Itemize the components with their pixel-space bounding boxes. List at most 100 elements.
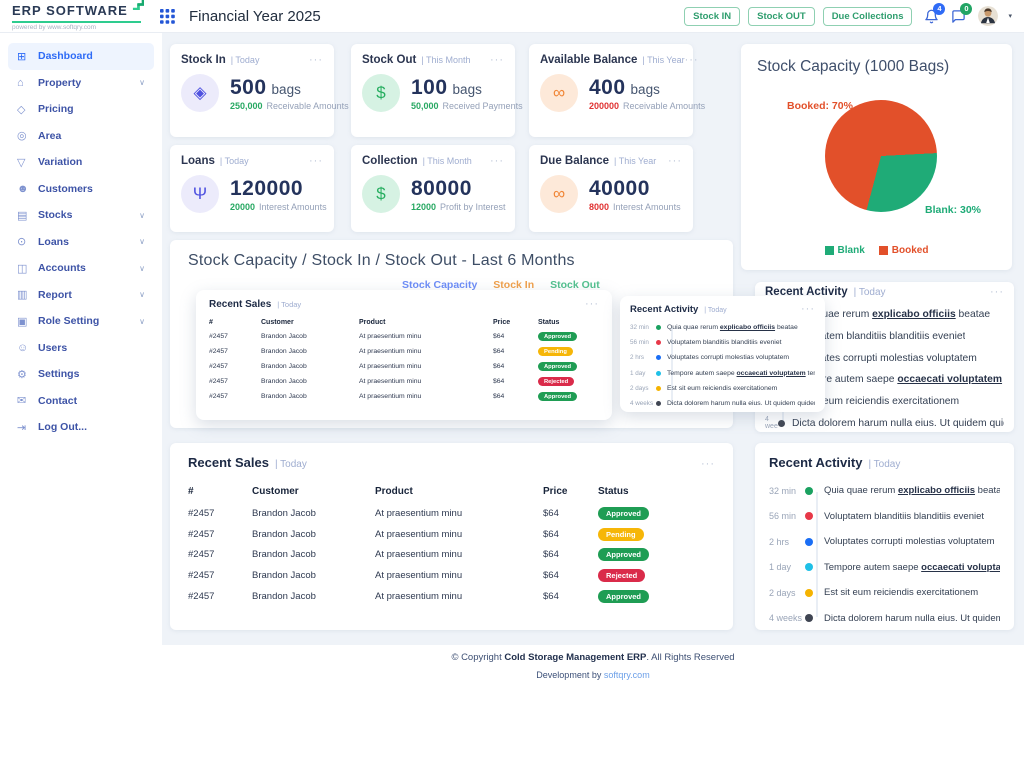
logo[interactable]: ERP SOFTWARE powered by www.softqry.com bbox=[0, 0, 152, 31]
sidebar-item-settings[interactable]: ⚙ Settings bbox=[17, 368, 80, 381]
property-icon: ⌂ bbox=[17, 76, 24, 89]
legend-item-stock-capacity: Stock Capacity bbox=[402, 279, 478, 291]
notifications-bell[interactable]: 4 bbox=[924, 2, 946, 24]
stat-sub-label: Interest Amounts bbox=[613, 201, 681, 212]
sidebar-item-dashboard[interactable]: ⊞ Dashboard bbox=[8, 43, 154, 70]
sidebar-item-contact[interactable]: ✉ Contact bbox=[17, 394, 78, 408]
card-period: Today bbox=[868, 459, 901, 470]
page-title: Financial Year 2025 bbox=[189, 7, 321, 25]
card-title: Recent Activity bbox=[765, 286, 848, 298]
settings-icon: ⚙ bbox=[17, 368, 27, 381]
loans-icon: ⊙ bbox=[17, 236, 27, 249]
sidebar-item-logout[interactable]: ⇥ Log Out... bbox=[17, 421, 87, 434]
status-badge: Approved bbox=[538, 362, 578, 371]
logo-subtitle: powered by www.softqry.com bbox=[12, 23, 97, 31]
report-icon: ▥ bbox=[17, 289, 28, 302]
timeline-dot bbox=[656, 385, 661, 391]
chevron-down-icon: ▾ bbox=[1008, 13, 1012, 20]
topbar: ERP SOFTWARE powered by www.softqry.com … bbox=[0, 0, 1024, 33]
table-row: #2457 Brandon Jacob At praesentium minu $64… bbox=[209, 329, 599, 344]
card-menu-dots[interactable]: ··· bbox=[585, 298, 599, 310]
card-title: Due Balance bbox=[540, 155, 610, 167]
card-period: Today bbox=[704, 307, 727, 314]
sidebar-item-property[interactable]: ⌂ Property ∨ bbox=[17, 76, 145, 89]
card-period: Today bbox=[220, 156, 249, 166]
pie-callout-blank: Blank: 30% bbox=[925, 204, 982, 216]
sidebar-item-accounts[interactable]: ◫ Accounts ∨ bbox=[17, 262, 145, 275]
legend-swatch bbox=[824, 246, 834, 255]
sidebar-item-stocks[interactable]: ▤ Stocks ∨ bbox=[17, 209, 145, 222]
dashboard-icon: ⊞ bbox=[17, 50, 27, 63]
stock-in-button[interactable]: Stock IN bbox=[684, 6, 741, 26]
legend-item-stock-in: Stock In bbox=[493, 279, 535, 291]
timeline-dot bbox=[656, 355, 661, 361]
card-menu-dots[interactable]: ··· bbox=[990, 286, 1004, 298]
timeline-line bbox=[671, 328, 673, 404]
users-icon: ☺ bbox=[17, 341, 29, 354]
timeline-dot bbox=[805, 537, 813, 546]
table-row: #2457 Brandon Jacob At praesentium minu $64… bbox=[188, 565, 715, 586]
stat-unit: bags bbox=[630, 81, 660, 97]
development-line: Development by softqry.com bbox=[536, 670, 650, 680]
table-header: # Customer Product Price Status bbox=[188, 486, 629, 497]
card-title: Recent Activity bbox=[769, 455, 863, 470]
card-menu-dots[interactable]: ··· bbox=[490, 155, 504, 167]
activity-link[interactable]: occaecati voluptatem bbox=[736, 369, 806, 377]
activity-link[interactable]: explicabo officiis bbox=[719, 324, 776, 332]
stat-card-collection: Collection This Month ··· $ 80000 12000Pro… bbox=[351, 145, 515, 232]
softqry-link[interactable]: softqry.com bbox=[603, 670, 650, 680]
chart-section-title: Stock Capacity / Stock In / Stock Out - … bbox=[188, 252, 575, 269]
card-menu-dots[interactable]: ··· bbox=[668, 155, 682, 167]
sidebar-item-role-setting[interactable]: ▣ Role Setting ∨ bbox=[17, 315, 145, 328]
stock-out-button[interactable]: Stock OUT bbox=[748, 6, 815, 26]
stat-sub-value: 20000 bbox=[230, 201, 256, 212]
sidebar-item-customers[interactable]: ☻ Customers bbox=[17, 182, 93, 195]
table-header: # Customer Product Price Status bbox=[209, 319, 560, 326]
card-menu-dots[interactable]: ··· bbox=[684, 54, 699, 66]
status-badge: Approved bbox=[598, 506, 650, 520]
card-menu-dots[interactable]: ··· bbox=[490, 54, 504, 66]
messages-button[interactable]: 0 bbox=[951, 2, 973, 24]
sidebar-item-pricing[interactable]: ◇ Pricing bbox=[17, 103, 74, 116]
card-menu-dots[interactable]: ··· bbox=[309, 54, 323, 66]
sidebar-item-area[interactable]: ◎ Area bbox=[17, 129, 62, 143]
variation-icon: ▽ bbox=[17, 156, 26, 169]
stat-sub-value: 50,000 bbox=[411, 100, 439, 111]
logout-icon: ⇥ bbox=[17, 421, 27, 434]
sidebar-item-users[interactable]: ☺ Users bbox=[17, 341, 68, 354]
status-badge: Approved bbox=[598, 590, 650, 604]
card-menu-dots[interactable]: ··· bbox=[801, 303, 815, 315]
dollar-icon: $ bbox=[362, 74, 400, 112]
activity-link[interactable]: explicabo officiis bbox=[897, 485, 976, 497]
chevron-down-icon: ∨ bbox=[139, 290, 145, 300]
table-row: #2457 Brandon Jacob At praesentium minu $64… bbox=[188, 524, 715, 545]
recent-sales-card: Recent Sales Today ··· #CustomerProductPri… bbox=[170, 443, 733, 630]
sidebar-item-variation[interactable]: ▽ Variation bbox=[17, 156, 83, 169]
activity-link[interactable]: occaecati voluptatem bbox=[897, 374, 1003, 386]
user-avatar[interactable] bbox=[978, 6, 999, 26]
chart-legend: Stock Capacity Stock In Stock Out bbox=[402, 279, 600, 291]
table-body: #2457 Brandon Jacob At praesentium minu $64… bbox=[209, 329, 599, 404]
due-collections-button[interactable]: Due Collections bbox=[822, 6, 913, 26]
card-menu-dots[interactable]: ··· bbox=[701, 458, 715, 470]
chevron-down-icon: ∨ bbox=[139, 316, 145, 326]
sidebar-item-loans[interactable]: ⊙ Loans ∨ bbox=[17, 235, 145, 249]
timeline-dot bbox=[805, 588, 813, 597]
apps-grid-icon[interactable] bbox=[160, 8, 175, 24]
card-menu-dots[interactable]: ··· bbox=[309, 155, 323, 167]
legend-item-blank: Blank bbox=[824, 245, 865, 256]
stat-unit: bags bbox=[452, 81, 482, 97]
sidebar-item-report[interactable]: ▥ Report ∨ bbox=[17, 288, 145, 302]
table-row: #2457 Brandon Jacob At praesentium minu $64… bbox=[209, 344, 599, 359]
timeline-dot bbox=[656, 401, 661, 407]
activity-link[interactable]: explicabo officiis bbox=[872, 309, 956, 321]
activity-link[interactable]: occaecati voluptatem bbox=[921, 561, 1000, 573]
